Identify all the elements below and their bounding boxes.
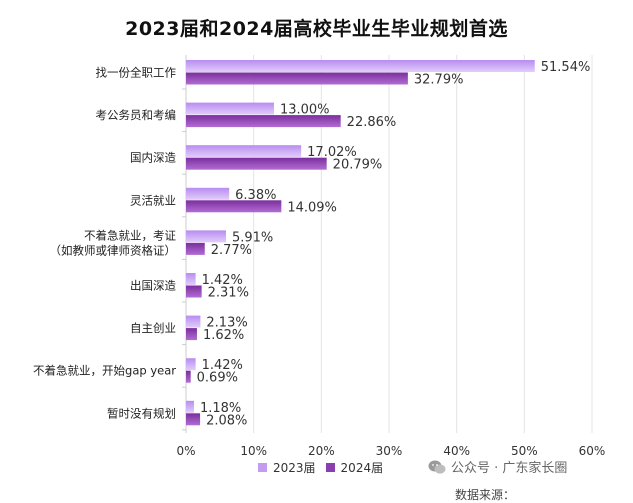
category-label: 找一份全职工作 [96,66,177,80]
data-label: 32.79% [414,73,464,88]
x-tick-label: 50% [511,444,538,458]
legend-label-2023: 2023届 [273,461,316,475]
category-label: 不着急就业，开始gap year [33,364,176,378]
bar-2023届 [186,315,201,328]
category-label: 不着急就业，考证 [84,228,176,242]
legend-swatch-2024 [325,463,335,472]
bar-2023届 [186,187,230,200]
bar-2023届 [186,230,226,243]
x-tick-label: 0% [176,444,195,458]
x-tick-label: 40% [443,444,470,458]
bar-2023届 [186,145,302,158]
category-label: 自主创业 [130,321,176,335]
watermark-text: 公众号 · 广东家长圈 [451,461,568,476]
bar-2024届 [186,370,191,383]
category-label: 暂时没有规划 [107,406,176,420]
bar-2023届 [186,358,196,371]
bar-2023届 [186,60,535,72]
x-tick-label: 20% [308,444,335,458]
legend-label-2024: 2024届 [340,461,384,475]
data-label: 6.38% [235,188,276,203]
data-label: 5.91% [232,230,273,245]
bar-2024届 [186,285,202,298]
legend: 2023届 2024届 [258,459,383,476]
category-label: 出国深造 [130,279,176,293]
bar-2024届 [186,242,205,255]
category-label: （如教师或律师资格证） [50,243,177,257]
data-label: 20.79% [333,158,383,173]
bar-2024届 [186,413,201,426]
bar-2023届 [186,400,194,413]
bar-2024届 [186,328,197,341]
wechat-icon [428,460,446,474]
chart-title: 2023届和2024届高校毕业生毕业规划首选 [125,18,508,40]
data-label: 1.18% [200,401,241,416]
data-label: 1.42% [202,358,243,373]
data-label: 17.02% [307,145,357,160]
data-label: 14.09% [287,200,337,215]
bar-2024届 [186,157,327,170]
data-label: 1.62% [203,328,244,343]
bar-2023届 [186,273,196,285]
x-tick-label: 10% [240,444,267,458]
category-label: 考公务员和考编 [96,108,177,122]
category-label: 灵活就业 [130,193,176,207]
bar-2024届 [186,72,408,85]
data-label: 2.08% [206,413,247,428]
x-tick-label: 60% [579,444,606,458]
data-label: 0.69% [197,371,238,386]
legend-swatch-2023 [258,463,267,472]
watermark: 公众号 · 广东家长圈 [428,457,567,476]
data-label: 13.00% [280,103,330,118]
data-label: 1.42% [202,273,243,288]
data-label: 2.31% [208,286,249,301]
data-label: 2.13% [206,316,247,331]
bar-2024届 [186,115,341,128]
bar-2024届 [186,200,282,213]
category-label: 国内深造 [130,151,176,165]
bar-2023届 [186,102,274,115]
x-tick-label: 30% [376,444,403,458]
data-label: 22.86% [347,115,397,130]
data-label: 51.54% [541,60,591,75]
data-label: 2.77% [211,243,252,258]
